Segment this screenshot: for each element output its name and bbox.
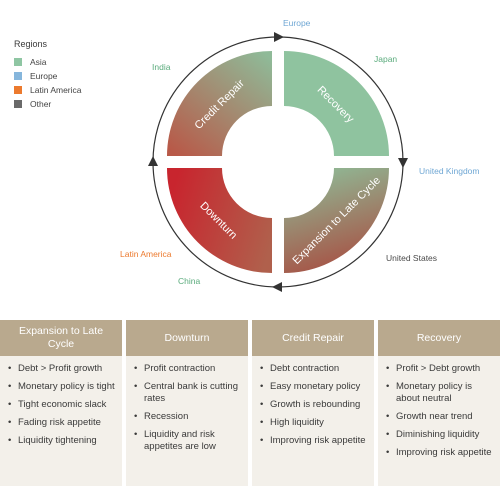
list-item: Tight economic slack: [6, 399, 118, 411]
regions-legend: Regions Asia Europe Latin America Other: [14, 39, 82, 111]
card-list-recovery: Profit > Debt growth Monetary policy is …: [378, 356, 500, 459]
legend-swatch-europe: [14, 72, 22, 80]
region-label-united-kingdom: United Kingdom: [419, 166, 480, 176]
list-item: Improving risk appetite: [258, 435, 370, 447]
region-label-china: China: [178, 276, 201, 286]
list-item: Easy monetary policy: [258, 381, 370, 393]
list-item: Debt contraction: [258, 363, 370, 375]
legend-label-asia: Asia: [30, 57, 47, 67]
list-item: Growth near trend: [384, 411, 496, 423]
card-downturn: Downturn Profit contraction Central bank…: [126, 320, 248, 486]
region-label-india: India: [152, 62, 171, 72]
arrow-right-icon: [398, 158, 408, 168]
arrow-bottom-icon: [272, 282, 282, 292]
cycle-outer-arc: [152, 36, 404, 288]
phase-cards: Expansion to Late Cycle Debt > Profit gr…: [0, 320, 500, 486]
region-label-latin-america: Latin America: [120, 249, 172, 259]
legend-swatch-latin-america: [14, 86, 22, 94]
legend-swatch-asia: [14, 58, 22, 66]
card-list-downturn: Profit contraction Central bank is cutti…: [126, 356, 248, 453]
legend-label-europe: Europe: [30, 71, 58, 81]
legend-item-other: Other: [14, 97, 82, 111]
phase-credit-repair-segment: [167, 51, 272, 156]
list-item: High liquidity: [258, 417, 370, 429]
list-item: Liquidity and risk appetites are low: [132, 429, 244, 453]
list-item: Debt > Profit growth: [6, 363, 118, 375]
legend-label-other: Other: [30, 99, 52, 109]
card-credit-repair: Credit Repair Debt contraction Easy mone…: [252, 320, 374, 486]
legend-item-latin-america: Latin America: [14, 83, 82, 97]
card-title-credit-repair: Credit Repair: [252, 320, 374, 356]
list-item: Liquidity tightening: [6, 435, 118, 447]
legend-swatch-other: [14, 100, 22, 108]
legend-item-europe: Europe: [14, 69, 82, 83]
card-list-credit-repair: Debt contraction Easy monetary policy Gr…: [252, 356, 374, 447]
list-item: Growth is rebounding: [258, 399, 370, 411]
business-cycle-diagram: Recovery Expansion to Late Cycle Downtur…: [148, 32, 408, 292]
list-item: Profit contraction: [132, 363, 244, 375]
card-title-recovery: Recovery: [378, 320, 500, 356]
legend-label-latin-america: Latin America: [30, 85, 82, 95]
region-label-japan: Japan: [374, 54, 398, 64]
card-title-downturn: Downturn: [126, 320, 248, 356]
list-item: Improving risk appetite: [384, 447, 496, 459]
arrow-top-icon: [274, 32, 284, 42]
list-item: Recession: [132, 411, 244, 423]
card-recovery: Recovery Profit > Debt growth Monetary p…: [378, 320, 500, 486]
card-list-expansion: Debt > Profit growth Monetary policy is …: [0, 356, 122, 447]
card-expansion-late-cycle: Expansion to Late Cycle Debt > Profit gr…: [0, 320, 122, 486]
list-item: Fading risk appetite: [6, 417, 118, 429]
phase-recovery-segment: [284, 51, 389, 156]
phase-downturn-segment: [167, 168, 272, 273]
list-item: Monetary policy is tight: [6, 381, 118, 393]
list-item: Monetary policy is about neutral: [384, 381, 496, 405]
card-title-expansion: Expansion to Late Cycle: [0, 320, 122, 356]
list-item: Central bank is cutting rates: [132, 381, 244, 405]
list-item: Diminishing liquidity: [384, 429, 496, 441]
region-label-europe: Europe: [283, 18, 311, 28]
list-item: Profit > Debt growth: [384, 363, 496, 375]
arrow-left-icon: [148, 156, 158, 166]
legend-title: Regions: [14, 39, 48, 49]
legend-item-asia: Asia: [14, 55, 82, 69]
phase-expansion-segment: [284, 168, 389, 273]
region-label-united-states: United States: [386, 253, 438, 263]
